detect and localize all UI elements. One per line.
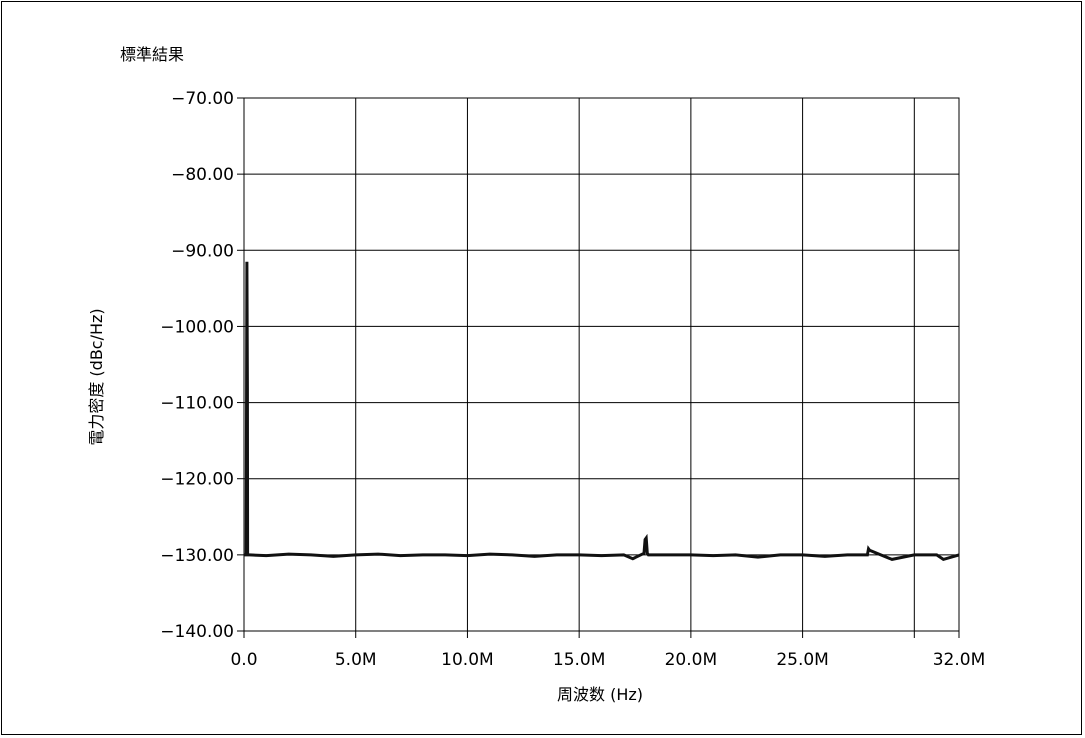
y-tick-label: −140.00	[160, 622, 234, 642]
x-tick-label: 5.0M	[335, 650, 377, 670]
y-tick-label: −80.00	[171, 165, 234, 185]
y-axis-label: 電力密度 (dBc/Hz)	[87, 308, 106, 445]
gridlines	[243, 97, 960, 632]
y-tick-label: −110.00	[160, 394, 234, 414]
y-tick-label: −130.00	[160, 546, 234, 566]
y-tick-label: −90.00	[171, 241, 234, 261]
y-tick-label: −100.00	[160, 317, 234, 337]
y-tick-label: −70.00	[171, 89, 234, 109]
series-line	[244, 261, 960, 562]
series-group	[244, 261, 960, 562]
x-tick-label: 32.0M	[933, 650, 986, 670]
axis-ticks: 0.0 5.0M 10.0M 15.0M 20.0M 25.0M 32.0M −70.00 −8…	[160, 89, 985, 670]
x-tick-label: 0.0	[230, 650, 257, 670]
chart-title: 標準結果	[120, 45, 184, 64]
y-tick-label: −120.00	[160, 470, 234, 490]
plot-area	[243, 97, 960, 632]
x-tick-label: 15.0M	[553, 650, 606, 670]
x-tick-label: 10.0M	[441, 650, 494, 670]
x-tick-label: 25.0M	[776, 650, 829, 670]
x-axis-label: 周波数 (Hz)	[557, 685, 643, 704]
x-tick-label: 20.0M	[665, 650, 718, 670]
